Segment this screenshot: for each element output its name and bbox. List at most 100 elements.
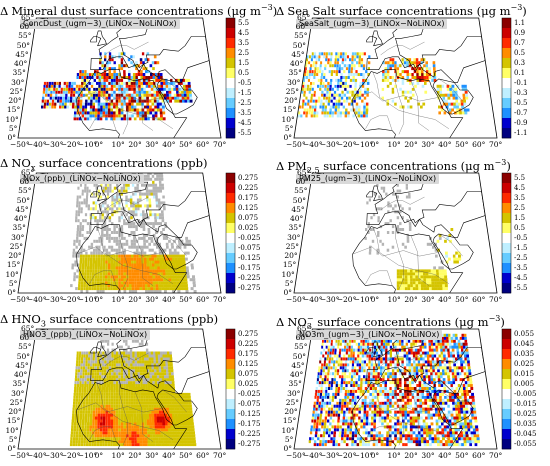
latitude-tick-label: 30° [11, 388, 25, 398]
longitude-tick-label: 50° [455, 140, 469, 149]
latitude-tick-label: 60° [295, 333, 309, 343]
title-text: surface concentrations (μg m [313, 314, 489, 329]
colorbar-tick-label: -0.015 [514, 400, 537, 408]
longitude-tick-label: 30° [145, 295, 159, 304]
colorbar-tick-label: 0.5 [514, 224, 526, 232]
longitude-tick-label: 0° [370, 451, 380, 460]
latitude-tick-label: 55° [294, 31, 308, 41]
title-text: Sea Salt surface concentrations (μg m [287, 3, 511, 18]
latitude-tick-label: 50° [16, 351, 31, 361]
variable-label: NOx_(ppb)_(LiNOx−NoLiNOx) [20, 174, 144, 184]
colorbar-tick-label: 1.5 [514, 214, 526, 222]
latitude-tick-label: 0° [7, 133, 16, 142]
title-unit-exponent: −3 [260, 3, 273, 12]
colorbar-segment [226, 38, 235, 49]
colorbar-segment [502, 213, 511, 224]
longitude-tick-label: −50° [286, 451, 306, 460]
longitude-tick-label: 60° [196, 140, 210, 149]
longitude-tick-label: 30° [145, 451, 159, 460]
colorbar-segment [502, 98, 511, 109]
colorbar-segment [226, 369, 235, 380]
latitude-tick-label: 55° [294, 342, 308, 352]
longitude-tick-label: 50° [179, 140, 193, 149]
colorbar-tick-label: 0.025 [238, 224, 259, 232]
colorbar-segment [502, 28, 511, 39]
latitude-tick-label: 65° [20, 324, 35, 333]
title-species: NO [11, 156, 31, 170]
colorbar-tick-label: -0.125 [238, 254, 261, 262]
latitude-tick-label: 10° [281, 425, 295, 435]
longitude-tick-label: 30° [145, 140, 159, 149]
latitude-tick-label: 60° [295, 22, 309, 32]
latitude-tick-label: 15° [6, 260, 21, 270]
colorbar-segment [502, 273, 511, 284]
longitude-tick-label: 0° [94, 295, 104, 304]
colorbar-segment [226, 263, 235, 274]
longitude-tick-label: 20° [404, 295, 418, 304]
longitude-tick-label: −30° [43, 295, 64, 304]
latitude-tick-label: 5° [8, 278, 18, 288]
latitude-tick-label: 40° [289, 214, 304, 224]
latitude-tick-label: 40° [289, 59, 304, 69]
latitude-tick-label: 25° [9, 397, 24, 407]
title-text: surface concentrations (μg m [319, 158, 495, 173]
latitude-tick-label: 50° [292, 195, 307, 205]
colorbar-segment [226, 58, 235, 69]
colorbar-segment [502, 193, 511, 204]
colorbar-tick-label: 0.175 [238, 350, 259, 358]
colorbar-tick-label: -0.1 [514, 79, 528, 87]
colorbar-tick-label: 2.5 [514, 204, 526, 212]
colorbar-tick-label: -0.9 [514, 119, 528, 127]
longitude-tick-label: 10° [387, 140, 401, 149]
colorbar-tick-label: -0.125 [238, 410, 261, 418]
delta-symbol: Δ [276, 158, 285, 173]
colorbar-tick-label: 0.175 [238, 194, 259, 202]
colorbar-segment [502, 379, 511, 390]
colorbar-segment [502, 419, 511, 430]
latitude-tick-label: 20° [284, 407, 298, 417]
longitude-tick-label: −40° [302, 295, 323, 304]
latitude-tick-label: 35° [288, 379, 302, 389]
delta-symbol: Δ [0, 156, 9, 170]
longitude-tick-label: 10° [387, 295, 401, 304]
colorbar-segment [502, 359, 511, 370]
latitude-tick-label: 40° [289, 370, 304, 380]
delta-symbol: Δ [0, 3, 9, 18]
colorbar-segment [226, 359, 235, 370]
latitude-tick-label: 15° [282, 105, 297, 115]
colorbar-tick-label: 0.125 [238, 360, 259, 368]
map-plot: NO3m_(ugm−3)_(LiNOx−NoLiNOx) 0.055 0.045 0.… [276, 325, 548, 462]
longitude-tick-label: 10° [387, 451, 401, 460]
latitude-tick-label: 0° [283, 288, 292, 297]
title-close: ) [500, 314, 505, 329]
colorbar-segment [502, 439, 511, 450]
concentration-field [297, 52, 470, 118]
longitude-tick-label: −10° [353, 451, 374, 460]
longitude-tick-label: 40° [162, 451, 176, 460]
colorbar-segment [502, 173, 511, 184]
colorbar-tick-label: -0.3 [514, 89, 528, 97]
colorbar-tick-label: 0.125 [238, 204, 259, 212]
longitude-tick-label: −30° [43, 451, 64, 460]
colorbar-segment [502, 429, 511, 440]
colorbar-segment [502, 48, 511, 59]
latitude-tick-label: 10° [5, 425, 19, 435]
longitude-tick-label: −40° [26, 140, 47, 149]
colorbar-tick-label: 5.5 [238, 19, 250, 27]
colorbar-segment [502, 108, 511, 119]
title-species: NO [287, 314, 307, 329]
colorbar-tick-label: 2.5 [238, 49, 250, 57]
map-panel-3: Δ NOx surface concentrations (ppb) NOx_(pp… [0, 155, 272, 308]
country-borders [76, 352, 187, 446]
longitude-tick-label: −40° [26, 451, 47, 460]
latitude-tick-label: 35° [12, 223, 26, 233]
latitude-tick-label: 10° [5, 114, 19, 124]
colorbar-segment [502, 183, 511, 194]
latitude-tick-label: 20° [284, 96, 298, 106]
longitude-tick-label: −50° [286, 140, 306, 149]
colorbar-segment [502, 243, 511, 254]
latitude-tick-label: 65° [296, 168, 311, 177]
colorbar-segment [226, 223, 235, 234]
panel-title: Δ NOx surface concentrations (ppb) [0, 155, 272, 172]
colorbar-tick-label: 4.5 [514, 184, 526, 192]
